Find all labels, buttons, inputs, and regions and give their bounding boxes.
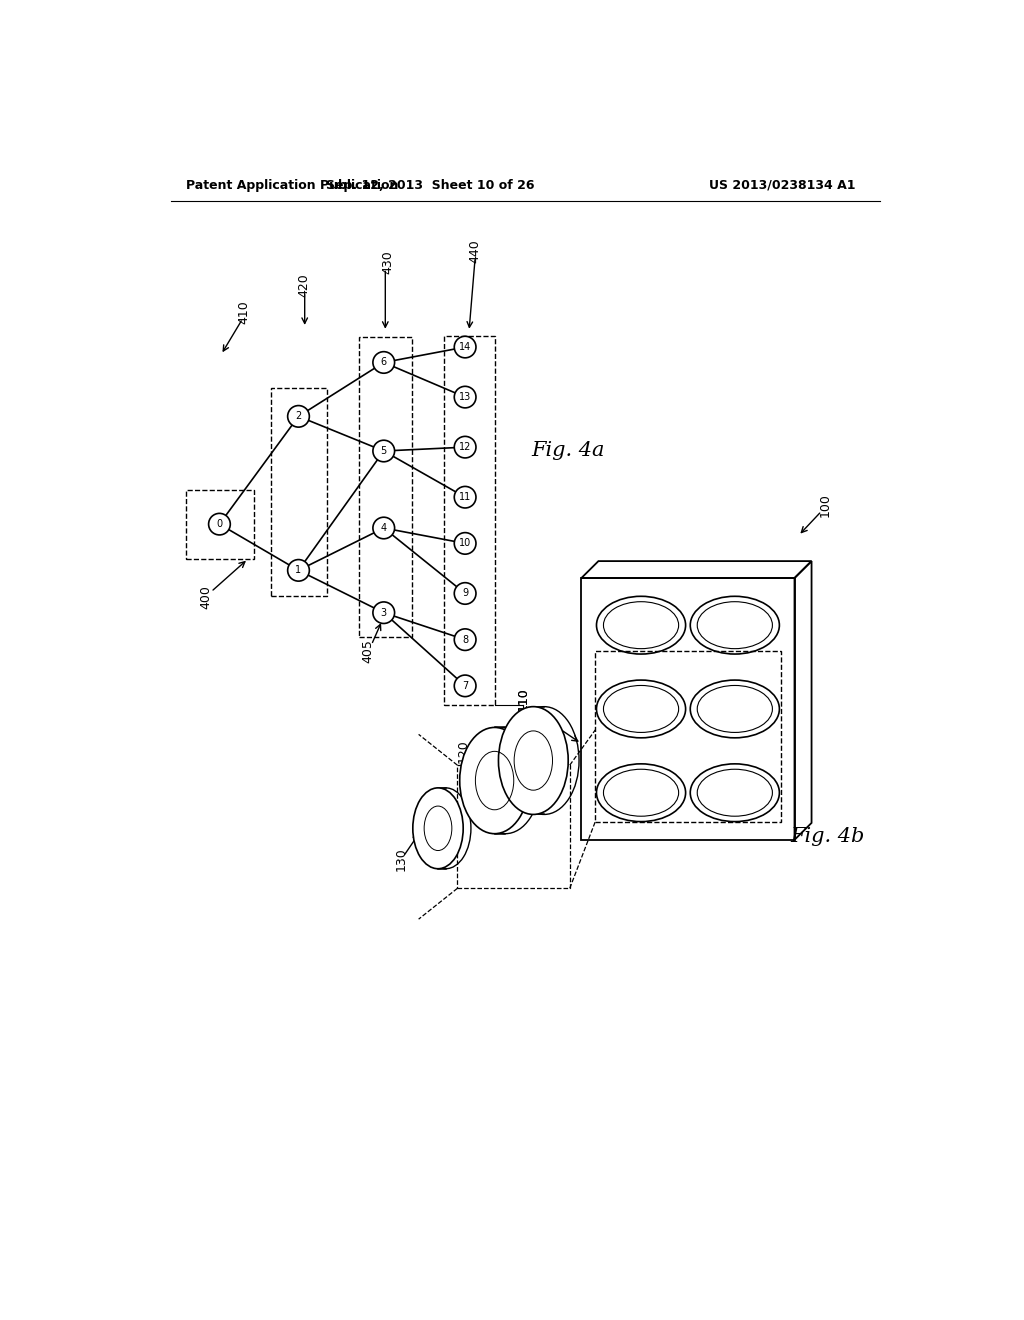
Text: 420: 420 bbox=[297, 273, 310, 297]
Ellipse shape bbox=[499, 706, 568, 814]
Bar bbox=[595, 651, 780, 821]
Circle shape bbox=[209, 513, 230, 535]
Ellipse shape bbox=[460, 727, 529, 834]
Text: 2: 2 bbox=[295, 412, 302, 421]
Text: 410: 410 bbox=[238, 301, 251, 325]
Text: 7: 7 bbox=[462, 681, 468, 690]
Text: 8: 8 bbox=[462, 635, 468, 644]
Bar bbox=[359, 337, 412, 638]
Circle shape bbox=[455, 337, 476, 358]
Text: 12: 12 bbox=[459, 442, 471, 453]
Text: 120: 120 bbox=[457, 739, 470, 763]
Text: 10: 10 bbox=[459, 539, 471, 548]
Text: 0: 0 bbox=[216, 519, 222, 529]
Ellipse shape bbox=[413, 788, 463, 869]
Text: Patent Application Publication: Patent Application Publication bbox=[186, 178, 398, 191]
Text: US 2013/0238134 A1: US 2013/0238134 A1 bbox=[710, 178, 856, 191]
Bar bbox=[271, 388, 328, 595]
Circle shape bbox=[455, 675, 476, 697]
Text: 3: 3 bbox=[381, 607, 387, 618]
Circle shape bbox=[373, 441, 394, 462]
Circle shape bbox=[455, 487, 476, 508]
Text: Fig. 4a: Fig. 4a bbox=[531, 441, 604, 461]
Circle shape bbox=[455, 437, 476, 458]
Text: 11: 11 bbox=[459, 492, 471, 502]
Circle shape bbox=[455, 582, 476, 605]
Text: 110: 110 bbox=[517, 688, 529, 710]
Text: 400: 400 bbox=[199, 585, 212, 610]
Text: Sep. 12, 2013  Sheet 10 of 26: Sep. 12, 2013 Sheet 10 of 26 bbox=[326, 178, 535, 191]
Circle shape bbox=[455, 628, 476, 651]
Text: 9: 9 bbox=[462, 589, 468, 598]
Text: 1: 1 bbox=[296, 565, 301, 576]
Circle shape bbox=[455, 533, 476, 554]
Text: 100: 100 bbox=[819, 492, 831, 517]
Text: 110: 110 bbox=[517, 688, 529, 710]
Circle shape bbox=[373, 602, 394, 623]
Bar bbox=[458, 766, 569, 888]
Text: 5: 5 bbox=[381, 446, 387, 455]
Circle shape bbox=[288, 405, 309, 428]
Text: 130: 130 bbox=[394, 847, 408, 871]
Text: 14: 14 bbox=[459, 342, 471, 352]
Circle shape bbox=[373, 517, 394, 539]
Bar bbox=[186, 490, 254, 558]
Text: Fig. 4b: Fig. 4b bbox=[791, 826, 865, 846]
Text: 6: 6 bbox=[381, 358, 387, 367]
Text: 4: 4 bbox=[381, 523, 387, 533]
Text: 405: 405 bbox=[361, 639, 375, 663]
Circle shape bbox=[373, 351, 394, 374]
Text: 13: 13 bbox=[459, 392, 471, 403]
Bar bbox=[444, 335, 495, 705]
Text: 430: 430 bbox=[381, 251, 394, 275]
Circle shape bbox=[288, 560, 309, 581]
Text: 440: 440 bbox=[469, 239, 481, 263]
Circle shape bbox=[455, 387, 476, 408]
